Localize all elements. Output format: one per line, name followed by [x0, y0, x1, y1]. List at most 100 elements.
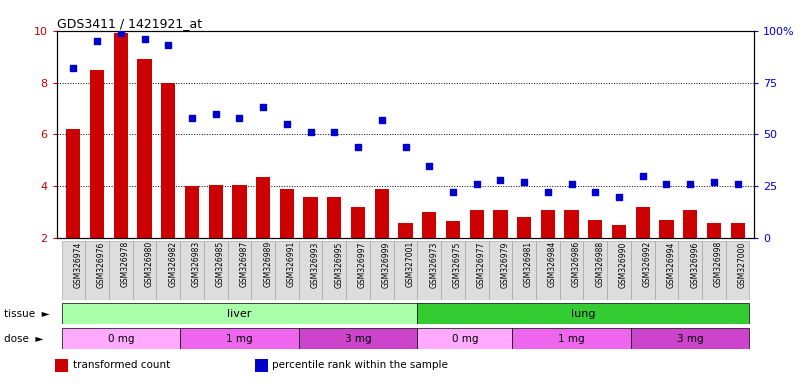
- Bar: [583, 241, 607, 300]
- Bar: [62, 303, 418, 324]
- Bar: [251, 241, 275, 300]
- Point: [542, 189, 555, 195]
- Bar: [275, 241, 298, 300]
- Bar: [85, 241, 109, 300]
- Bar: [726, 241, 749, 300]
- Text: GSM326976: GSM326976: [97, 241, 106, 288]
- Bar: [255, 359, 268, 372]
- Bar: [564, 210, 579, 238]
- Bar: [298, 241, 323, 300]
- Point: [233, 115, 246, 121]
- Text: 0 mg: 0 mg: [108, 334, 134, 344]
- Text: GSM326983: GSM326983: [192, 241, 201, 287]
- Text: 0 mg: 0 mg: [452, 334, 478, 344]
- Point: [375, 117, 388, 123]
- Text: 1 mg: 1 mg: [558, 334, 585, 344]
- Bar: [607, 241, 631, 300]
- Bar: [513, 241, 536, 300]
- Bar: [303, 197, 318, 238]
- Bar: [180, 241, 204, 300]
- Point: [67, 65, 79, 71]
- Bar: [204, 241, 228, 300]
- Text: GSM326978: GSM326978: [121, 241, 130, 287]
- Bar: [114, 33, 128, 238]
- Bar: [422, 212, 436, 238]
- Bar: [256, 177, 270, 238]
- Text: GSM326979: GSM326979: [500, 241, 509, 288]
- Text: GSM326975: GSM326975: [453, 241, 462, 288]
- Bar: [208, 185, 223, 238]
- Bar: [706, 223, 721, 238]
- Text: percentile rank within the sample: percentile rank within the sample: [272, 360, 448, 371]
- Point: [565, 181, 578, 187]
- Text: GSM326982: GSM326982: [168, 241, 178, 287]
- Point: [660, 181, 673, 187]
- Bar: [161, 83, 175, 238]
- Point: [732, 181, 744, 187]
- Point: [612, 194, 625, 200]
- Bar: [351, 207, 365, 238]
- Point: [138, 36, 151, 42]
- Bar: [133, 241, 157, 300]
- Bar: [470, 210, 484, 238]
- Text: GSM327001: GSM327001: [406, 241, 414, 287]
- Bar: [631, 241, 654, 300]
- Bar: [157, 241, 180, 300]
- Text: liver: liver: [227, 309, 251, 319]
- Bar: [418, 303, 749, 324]
- Point: [470, 181, 483, 187]
- Bar: [62, 328, 180, 349]
- Bar: [560, 241, 583, 300]
- Point: [637, 173, 650, 179]
- Bar: [517, 217, 531, 238]
- Bar: [488, 241, 513, 300]
- Text: GSM326977: GSM326977: [477, 241, 486, 288]
- Bar: [232, 185, 247, 238]
- Bar: [465, 241, 488, 300]
- Bar: [398, 223, 413, 238]
- Text: GSM326986: GSM326986: [572, 241, 581, 287]
- Text: GSM326989: GSM326989: [263, 241, 272, 287]
- Text: GSM326991: GSM326991: [287, 241, 296, 287]
- Text: GSM326988: GSM326988: [595, 241, 604, 287]
- Text: GSM326992: GSM326992: [643, 241, 652, 287]
- Point: [589, 189, 602, 195]
- Text: GSM326984: GSM326984: [548, 241, 557, 287]
- Point: [281, 121, 294, 127]
- Point: [114, 30, 127, 36]
- Bar: [228, 241, 251, 300]
- Text: lung: lung: [571, 309, 595, 319]
- Bar: [588, 220, 603, 238]
- Bar: [513, 328, 631, 349]
- Point: [684, 181, 697, 187]
- Text: GSM326998: GSM326998: [714, 241, 723, 287]
- Bar: [631, 328, 749, 349]
- Text: GDS3411 / 1421921_at: GDS3411 / 1421921_at: [57, 17, 202, 30]
- Text: GSM326980: GSM326980: [144, 241, 153, 287]
- Point: [304, 129, 317, 136]
- Text: tissue  ►: tissue ►: [4, 309, 49, 319]
- Point: [447, 189, 460, 195]
- Text: GSM326981: GSM326981: [524, 241, 533, 287]
- Bar: [185, 186, 200, 238]
- Text: GSM326996: GSM326996: [690, 241, 699, 288]
- Bar: [536, 241, 560, 300]
- Point: [161, 42, 174, 48]
- Text: GSM326994: GSM326994: [667, 241, 676, 288]
- Text: GSM326987: GSM326987: [239, 241, 248, 287]
- Bar: [636, 207, 650, 238]
- Text: GSM326973: GSM326973: [429, 241, 438, 288]
- Bar: [109, 241, 133, 300]
- Point: [399, 144, 412, 150]
- Bar: [55, 359, 67, 372]
- Bar: [67, 129, 80, 238]
- Bar: [702, 241, 726, 300]
- Text: GSM327000: GSM327000: [738, 241, 747, 288]
- Bar: [346, 241, 370, 300]
- Bar: [298, 328, 418, 349]
- Bar: [327, 197, 341, 238]
- Text: GSM326995: GSM326995: [334, 241, 343, 288]
- Text: GSM326974: GSM326974: [73, 241, 83, 288]
- Bar: [180, 328, 298, 349]
- Text: GSM326999: GSM326999: [382, 241, 391, 288]
